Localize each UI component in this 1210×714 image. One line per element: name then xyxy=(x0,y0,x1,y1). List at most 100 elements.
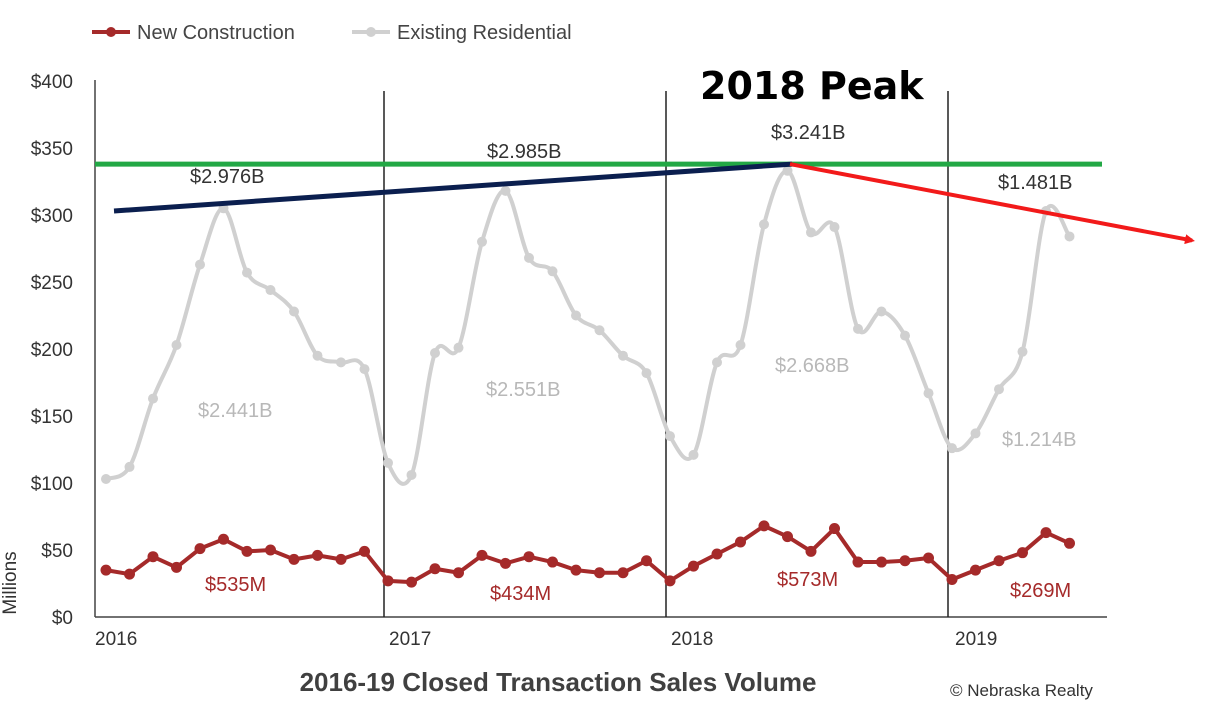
y-tick-350: $350 xyxy=(31,139,73,160)
new-construction-point-11 xyxy=(359,545,370,557)
existing-residential-point-39 xyxy=(1017,346,1028,357)
new-construction-point-17 xyxy=(500,557,511,569)
existing-residential-point-18 xyxy=(524,252,534,263)
existing-residential-point-17 xyxy=(500,185,511,196)
existing-residential-point-23 xyxy=(641,368,652,379)
existing-residential-point-8 xyxy=(289,306,299,317)
new-construction-point-12 xyxy=(382,575,394,587)
existing-residential-point-1 xyxy=(124,461,135,472)
existing-residential-point-6 xyxy=(242,267,252,278)
legend-item-existing-residential[interactable]: Existing Residential xyxy=(352,22,572,44)
new-construction-point-21 xyxy=(594,567,605,579)
existing-residential-line xyxy=(105,168,1072,486)
new-construction-point-26 xyxy=(711,548,723,560)
peak-title: 2018 Peak xyxy=(700,64,924,108)
new-construction-point-10 xyxy=(335,553,347,565)
y-tick-labels: $0 $50 $100 $150 $200 $250 $300 $350 $400 xyxy=(31,72,73,629)
new-construction-point-20 xyxy=(570,564,582,576)
new-construction-point-19 xyxy=(547,556,558,568)
existing-label-2017: $2.551B xyxy=(486,379,561,401)
new-construction-point-33 xyxy=(876,556,887,568)
new-construction-point-7 xyxy=(265,544,276,556)
x-tick-2019: 2019 xyxy=(955,629,997,650)
existing-label-2019: $1.214B xyxy=(1002,429,1077,451)
new-construction-point-39 xyxy=(1017,547,1028,559)
new-construction-point-18 xyxy=(523,551,535,563)
new-construction-point-4 xyxy=(194,543,206,555)
existing-residential-point-11 xyxy=(359,364,370,375)
x-tick-2016: 2016 xyxy=(95,629,137,650)
existing-residential-point-20 xyxy=(571,310,581,321)
new-construction-point-28 xyxy=(758,520,770,532)
y-tick-250: $250 xyxy=(31,273,73,294)
new-construction-point-27 xyxy=(735,536,746,548)
existing-residential-point-3 xyxy=(171,339,182,350)
y-axis-label: Millions xyxy=(0,551,21,614)
existing-residential-point-27 xyxy=(735,339,746,350)
existing-residential-point-32 xyxy=(853,323,863,334)
legend-item-new-construction[interactable]: New Construction xyxy=(92,22,295,44)
existing-residential-point-36 xyxy=(947,443,957,454)
total-label-2016: $2.976B xyxy=(190,166,265,188)
y-tick-0: $0 xyxy=(52,608,73,629)
existing-residential-point-2 xyxy=(148,393,158,404)
total-label-2018: $3.241B xyxy=(771,122,846,144)
new-construction-point-2 xyxy=(147,551,159,563)
new-construction-point-23 xyxy=(641,555,652,567)
new-construction-point-3 xyxy=(171,561,182,573)
existing-residential-point-25 xyxy=(688,449,699,460)
new-construction-point-35 xyxy=(923,552,934,564)
new-construction-point-14 xyxy=(429,563,441,575)
new-construction-point-13 xyxy=(406,576,417,588)
new-construction-point-40 xyxy=(1040,527,1052,539)
new-construction-point-5 xyxy=(218,533,229,545)
chart-title: 2016-19 Closed Transaction Sales Volume xyxy=(300,667,817,697)
new-construction-point-22 xyxy=(617,567,629,579)
new-construction-point-24 xyxy=(664,575,676,587)
existing-residential-point-9 xyxy=(312,350,323,361)
existing-residential-point-33 xyxy=(876,306,887,317)
new-label-2017: $434M xyxy=(490,583,551,605)
y-tick-200: $200 xyxy=(31,340,73,361)
total-label-2019: $1.481B xyxy=(998,172,1073,194)
existing-residential-point-29 xyxy=(782,165,793,176)
series-existing-residential xyxy=(101,165,1075,486)
y-tick-300: $300 xyxy=(31,206,73,227)
x-tick-2018: 2018 xyxy=(671,629,713,650)
new-construction-point-36 xyxy=(946,573,958,585)
annotations: 2018 Peak $2.976B $2.985B $3.241B $1.481… xyxy=(190,64,1077,605)
total-label-2017: $2.985B xyxy=(487,141,562,163)
decline-trend-arrow xyxy=(789,162,1195,245)
existing-residential-point-12 xyxy=(383,457,393,468)
existing-residential-point-21 xyxy=(594,325,605,336)
reference-lines xyxy=(95,161,1195,245)
new-construction-point-34 xyxy=(899,555,911,567)
existing-residential-point-26 xyxy=(712,357,722,368)
existing-residential-point-28 xyxy=(759,219,769,230)
new-construction-point-15 xyxy=(453,567,464,579)
existing-residential-point-41 xyxy=(1064,231,1075,242)
y-tick-400: $400 xyxy=(31,72,73,93)
new-construction-point-31 xyxy=(829,523,840,535)
legend-marker-new-construction xyxy=(106,27,116,37)
existing-residential-point-22 xyxy=(618,350,628,361)
y-tick-50: $50 xyxy=(41,541,73,562)
new-construction-point-8 xyxy=(288,553,300,565)
series-new-construction xyxy=(100,520,1075,588)
existing-residential-point-37 xyxy=(970,428,981,439)
existing-residential-point-35 xyxy=(923,388,934,399)
existing-residential-point-15 xyxy=(453,342,464,353)
new-construction-point-41 xyxy=(1064,537,1075,549)
y-tick-100: $100 xyxy=(31,474,73,495)
legend-marker-existing-residential xyxy=(366,27,376,37)
legend-label-new-construction: New Construction xyxy=(137,22,295,44)
new-label-2019: $269M xyxy=(1010,580,1071,602)
new-construction-point-1 xyxy=(124,568,135,580)
new-label-2016: $535M xyxy=(205,574,266,596)
existing-residential-point-24 xyxy=(665,431,675,442)
new-construction-point-25 xyxy=(688,560,699,572)
new-construction-point-38 xyxy=(993,555,1005,567)
axes xyxy=(94,80,1107,618)
x-tick-2017: 2017 xyxy=(389,629,431,650)
